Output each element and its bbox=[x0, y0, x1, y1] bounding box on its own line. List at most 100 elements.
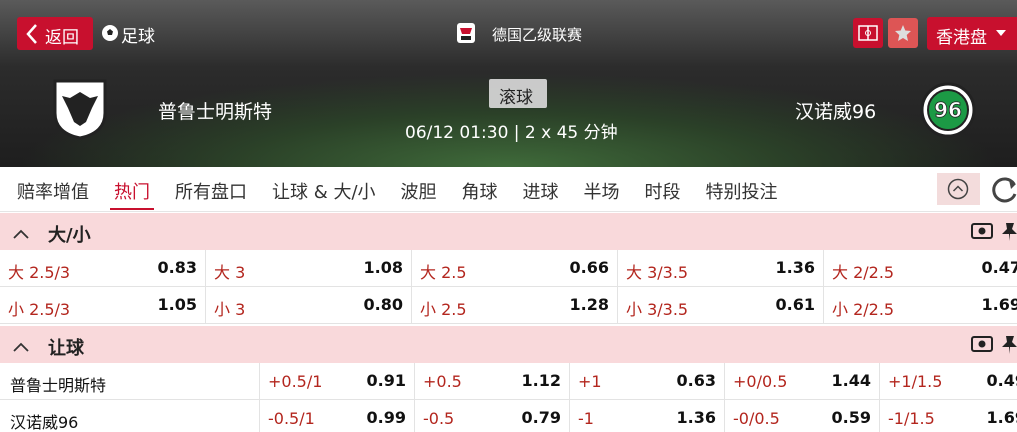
line-label: +0/0.5 bbox=[733, 372, 788, 391]
odds-cell[interactable]: -0.5/1 0.99 bbox=[260, 400, 415, 432]
line-label: +0.5/1 bbox=[268, 372, 323, 391]
odds-cell[interactable]: +0.5 1.12 bbox=[415, 363, 570, 400]
odds-cell[interactable]: 小 2.5/3 1.05 bbox=[0, 287, 206, 324]
section-header[interactable]: 大/小 bbox=[0, 213, 1017, 250]
odds-cell[interactable]: -1 1.36 bbox=[570, 400, 725, 432]
tab[interactable]: 时段 bbox=[644, 182, 681, 203]
section-header[interactable]: 让球 bbox=[0, 326, 1017, 363]
odds-value: 0.59 bbox=[831, 408, 871, 427]
collapse-icon bbox=[947, 178, 969, 200]
section-icons bbox=[970, 220, 1017, 246]
odds-value: 1.36 bbox=[676, 408, 716, 427]
tab[interactable]: 热门 bbox=[114, 182, 150, 203]
odds-cell[interactable]: 大 2.5/3 0.83 bbox=[0, 250, 206, 287]
back-icon bbox=[26, 24, 37, 44]
line-label: 小 2.5/3 bbox=[8, 300, 71, 319]
odds-value: 0.83 bbox=[157, 258, 197, 277]
odds-value: 1.08 bbox=[363, 258, 403, 277]
odds-cell[interactable]: 小 3 0.80 bbox=[206, 287, 412, 324]
odds-cell[interactable]: 小 2/2.5 1.69 bbox=[824, 287, 1017, 324]
collapse-caret bbox=[12, 338, 30, 357]
odds-cell[interactable]: -1/1.5 1.69 bbox=[880, 400, 1017, 432]
odds-value: 0.49 bbox=[986, 371, 1017, 390]
odds-cell[interactable]: 大 2/2.5 0.47 bbox=[824, 250, 1017, 287]
section-title: 大/小 bbox=[48, 225, 91, 246]
odds-cell[interactable]: -0/0.5 0.59 bbox=[725, 400, 880, 432]
tab[interactable]: 角球 bbox=[461, 182, 498, 203]
odds-value: 0.47 bbox=[981, 258, 1017, 277]
tab[interactable]: 半场 bbox=[583, 182, 620, 203]
odds-type-label: 香港盘 bbox=[936, 28, 987, 48]
team-name: 汉诺威96 bbox=[10, 413, 79, 432]
odds-cell[interactable]: 大 3/3.5 1.36 bbox=[618, 250, 824, 287]
odds-cell[interactable]: +1 0.63 bbox=[570, 363, 725, 400]
status-label: 滚球 bbox=[499, 88, 533, 108]
field-icon bbox=[858, 25, 878, 41]
odds-value: 1.44 bbox=[831, 371, 871, 390]
svg-text:96: 96 bbox=[934, 98, 962, 122]
odds-cell[interactable]: +0.5/1 0.91 bbox=[260, 363, 415, 400]
team-cell: 汉诺威96 bbox=[0, 400, 260, 432]
tab[interactable]: 赔率增值 bbox=[17, 182, 89, 203]
sport-label[interactable]: 足球 bbox=[121, 27, 155, 47]
odds-cell[interactable]: +1/1.5 0.49 bbox=[880, 363, 1017, 400]
line-label: 小 3/3.5 bbox=[626, 300, 689, 319]
line-label: -1/1.5 bbox=[888, 409, 935, 428]
odds-value: 1.28 bbox=[569, 295, 609, 314]
odds-value: 0.79 bbox=[521, 408, 561, 427]
odds-cell[interactable]: +0/0.5 1.44 bbox=[725, 363, 880, 400]
line-label: +0.5 bbox=[423, 372, 462, 391]
odds-value: 0.66 bbox=[569, 258, 609, 277]
line-label: -0.5 bbox=[423, 409, 455, 428]
league-name: 德国乙级联赛 bbox=[492, 26, 583, 44]
league-logo bbox=[457, 23, 475, 43]
favorite-button[interactable] bbox=[888, 18, 918, 48]
match-header: 返回 足球 德国乙级联赛 香港盘 普鲁士明斯特 滚球 06/12 01:30 |… bbox=[0, 0, 1017, 167]
odds-value: 0.91 bbox=[366, 371, 406, 390]
odds-value: 0.61 bbox=[775, 295, 815, 314]
tab[interactable]: 让球 & 大/小 bbox=[272, 182, 376, 203]
odds-value: 1.05 bbox=[157, 295, 197, 314]
line-label: 大 2.5/3 bbox=[8, 263, 71, 282]
status-badge: 滚球 bbox=[489, 79, 547, 108]
odds-cell[interactable]: 大 3 1.08 bbox=[206, 250, 412, 287]
collapse-caret bbox=[12, 225, 30, 244]
line-label: 大 3 bbox=[214, 263, 246, 282]
odds-cell[interactable]: 小 3/3.5 0.61 bbox=[618, 287, 824, 324]
tab-bar: 赔率增值 热门 所有盘口 让球 & 大/小 波胆 角球 进球 半场 时段 特别投注 bbox=[0, 167, 1017, 212]
field-button[interactable] bbox=[853, 18, 883, 48]
odds-value: 1.69 bbox=[986, 408, 1017, 427]
collapse-all-button[interactable] bbox=[937, 173, 980, 205]
home-team: 普鲁士明斯特 bbox=[158, 101, 273, 123]
odds-value: 0.99 bbox=[366, 408, 406, 427]
line-label: -0.5/1 bbox=[268, 409, 315, 428]
line-label: 大 2.5 bbox=[420, 263, 467, 282]
tab[interactable]: 进球 bbox=[522, 182, 559, 203]
away-team: 汉诺威96 bbox=[795, 101, 877, 123]
home-logo bbox=[53, 79, 107, 140]
odds-cell[interactable]: 大 2.5 0.66 bbox=[412, 250, 618, 287]
tab[interactable]: 特别投注 bbox=[705, 182, 778, 203]
section-icons bbox=[970, 333, 1017, 359]
line-label: 小 3 bbox=[214, 300, 246, 319]
line-label: 大 3/3.5 bbox=[626, 263, 689, 282]
refresh-icon[interactable] bbox=[990, 175, 1017, 203]
team-cell: 普鲁士明斯特 bbox=[0, 363, 260, 400]
active-tab-underline bbox=[110, 208, 154, 210]
tab[interactable]: 波胆 bbox=[400, 182, 437, 203]
match-time: 06/12 01:30 | 2 x 45 分钟 bbox=[405, 123, 618, 143]
odds-type-dropdown[interactable]: 香港盘 bbox=[927, 17, 1017, 50]
star-icon bbox=[895, 25, 911, 41]
odds-cell[interactable]: -0.5 0.79 bbox=[415, 400, 570, 432]
line-label: +1/1.5 bbox=[888, 372, 943, 391]
line-label: 小 2.5 bbox=[420, 300, 467, 319]
back-button[interactable]: 返回 bbox=[17, 17, 93, 50]
ball-icon bbox=[102, 25, 118, 41]
odds-cell[interactable]: 小 2.5 1.28 bbox=[412, 287, 618, 324]
line-label: 小 2/2.5 bbox=[832, 300, 895, 319]
line-label: -0/0.5 bbox=[733, 409, 780, 428]
line-label: +1 bbox=[578, 372, 602, 391]
tab[interactable]: 所有盘口 bbox=[175, 182, 247, 203]
odds-value: 1.69 bbox=[981, 295, 1017, 314]
